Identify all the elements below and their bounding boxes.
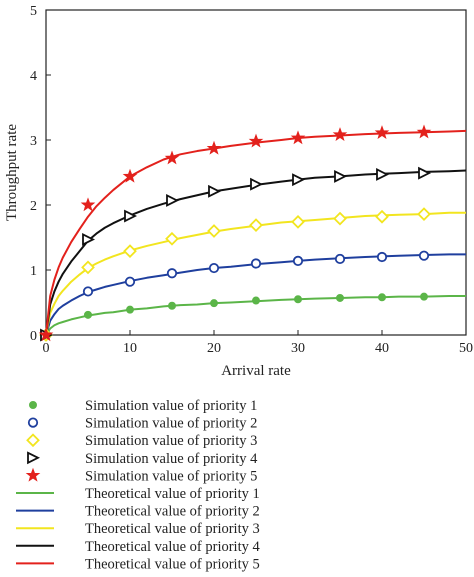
sim-point-priority-5 xyxy=(206,140,222,155)
legend-label: Simulation value of priority 3 xyxy=(85,433,257,449)
sim-point-priority-4 xyxy=(82,232,96,246)
sim-point-priority-2 xyxy=(292,255,304,266)
sim-point-priority-5 xyxy=(80,197,96,212)
legend-label: Simulation value of priority 1 xyxy=(85,398,257,414)
legend-item-sim-priority-1: Simulation value of priority 1 xyxy=(28,398,257,414)
legend: Simulation value of priority 1 Simulation… xyxy=(16,398,260,572)
sim-point-priority-2 xyxy=(82,286,94,297)
sim-point-priority-1 xyxy=(84,310,93,319)
sim-point-priority-2 xyxy=(376,251,388,263)
x-tick-label: 40 xyxy=(375,341,389,356)
legend-marker xyxy=(27,417,39,428)
legend-item-theory-priority-4: Theoretical value of priority 4 xyxy=(16,539,260,555)
theory-lines xyxy=(45,129,467,336)
x-tick-label: 50 xyxy=(459,341,473,356)
sim-point-priority-2 xyxy=(418,250,430,261)
x-tick-label: 0 xyxy=(43,341,50,356)
sim-point-priority-5 xyxy=(38,327,54,342)
theory-line-priority-4 xyxy=(45,169,467,336)
legend-label: Simulation value of priority 4 xyxy=(85,451,258,467)
sim-point-priority-5 xyxy=(374,125,390,140)
sim-point-priority-4 xyxy=(418,166,432,180)
sim-point-priority-4 xyxy=(250,177,264,191)
sim-point-priority-3 xyxy=(291,215,305,229)
sim-point-priority-5 xyxy=(290,130,306,145)
legend-label: Theoretical value of priority 1 xyxy=(85,486,260,502)
legend-marker xyxy=(26,433,40,448)
sim-point-priority-3 xyxy=(375,209,389,224)
theory-line-priority-3 xyxy=(45,211,466,336)
legend-label: Theoretical value of priority 5 xyxy=(85,556,260,572)
legend-label: Simulation value of priority 2 xyxy=(85,416,257,432)
sim-point-priority-1 xyxy=(251,296,260,305)
sim-point-priority-4 xyxy=(166,193,180,207)
y-axis-label: Throughput rate xyxy=(4,124,20,221)
legend-item-theory-priority-5: Theoretical value of priority 5 xyxy=(16,556,260,572)
sim-point-priority-4 xyxy=(376,167,390,181)
legend-label: Theoretical value of priority 4 xyxy=(85,539,260,555)
sim-point-priority-4 xyxy=(292,173,306,187)
x-tick-label: 30 xyxy=(291,341,305,356)
sim-point-priority-2 xyxy=(124,276,136,287)
sim-point-priority-2 xyxy=(208,262,220,274)
sim-point-priority-3 xyxy=(165,231,179,246)
sim-point-priority-3 xyxy=(123,244,137,259)
y-tick-label: 1 xyxy=(30,264,37,279)
theory-line-priority-1 xyxy=(45,295,466,336)
x-tick-label: 10 xyxy=(123,341,137,356)
simulation-markers xyxy=(38,124,432,342)
legend-item-sim-priority-2: Simulation value of priority 2 xyxy=(27,416,257,432)
y-tick-label: 3 xyxy=(30,134,37,149)
sim-point-priority-1 xyxy=(209,299,218,308)
x-tick-label: 20 xyxy=(207,341,221,356)
sim-point-priority-1 xyxy=(377,293,386,302)
theory-line-priority-5 xyxy=(45,129,467,336)
sim-point-priority-5 xyxy=(248,133,264,148)
y-tick-label: 4 xyxy=(30,69,37,84)
legend-item-theory-priority-2: Theoretical value of priority 2 xyxy=(16,504,260,520)
axis-ticks: 0 10 20 30 40 50 0 1 2 3 4 5 xyxy=(30,4,473,356)
sim-point-priority-5 xyxy=(416,124,432,139)
legend-marker xyxy=(27,451,41,465)
sim-point-priority-3 xyxy=(417,207,431,221)
sim-point-priority-3 xyxy=(81,260,95,275)
sim-point-priority-2 xyxy=(334,253,346,265)
sim-point-priority-4 xyxy=(124,209,138,223)
legend-label: Simulation value of priority 5 xyxy=(85,468,257,484)
sim-point-priority-3 xyxy=(207,224,221,238)
legend-marker xyxy=(25,467,41,482)
sim-point-priority-1 xyxy=(126,305,135,314)
y-tick-label: 0 xyxy=(30,329,37,344)
legend-item-sim-priority-5: Simulation value of priority 5 xyxy=(25,467,257,484)
sim-point-priority-3 xyxy=(249,218,263,233)
sim-point-priority-1 xyxy=(419,292,428,301)
sim-point-priority-5 xyxy=(122,168,138,183)
legend-label: Theoretical value of priority 3 xyxy=(85,521,260,537)
legend-item-sim-priority-3: Simulation value of priority 3 xyxy=(26,433,257,449)
legend-item-theory-priority-3: Theoretical value of priority 3 xyxy=(16,521,260,537)
sim-point-priority-1 xyxy=(293,295,302,304)
legend-item-sim-priority-4: Simulation value of priority 4 xyxy=(27,451,258,467)
sim-point-priority-2 xyxy=(250,258,262,269)
legend-item-theory-priority-1: Theoretical value of priority 1 xyxy=(16,486,260,502)
sim-point-priority-2 xyxy=(166,268,178,279)
x-axis-label: Arrival rate xyxy=(221,363,291,379)
legend-marker xyxy=(28,400,37,409)
sim-point-priority-3 xyxy=(333,211,347,226)
sim-point-priority-5 xyxy=(332,127,348,142)
theory-line-priority-2 xyxy=(45,253,466,336)
sim-point-priority-1 xyxy=(167,301,176,310)
legend-label: Theoretical value of priority 2 xyxy=(85,504,260,520)
y-tick-label: 5 xyxy=(30,4,37,19)
plot-area: 0 10 20 30 40 50 0 1 2 3 4 5 xyxy=(30,4,473,356)
y-tick-label: 2 xyxy=(30,199,37,214)
sim-point-priority-4 xyxy=(334,169,348,183)
plot-frame xyxy=(45,9,467,336)
sim-point-priority-4 xyxy=(208,184,222,198)
sim-point-priority-5 xyxy=(164,150,180,165)
sim-point-priority-1 xyxy=(335,293,344,302)
